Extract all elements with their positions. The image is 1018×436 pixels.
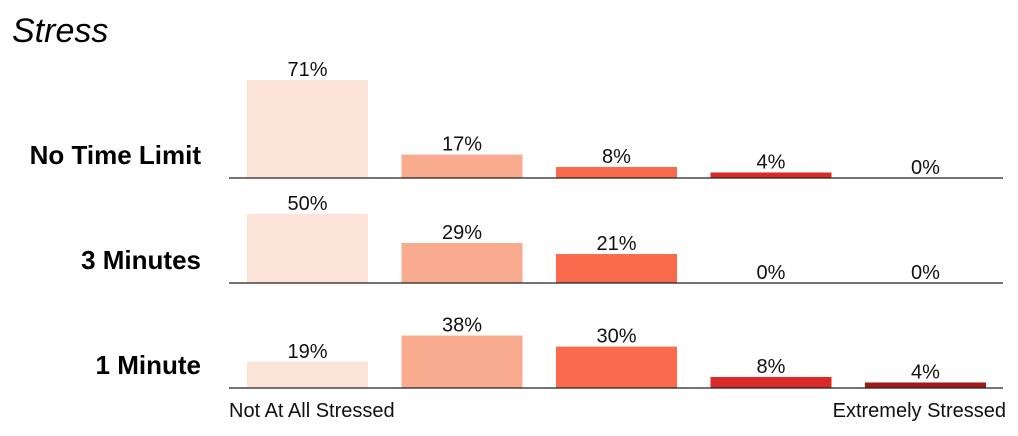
data-label: 19% [287,341,327,363]
data-label: 8% [602,146,631,168]
row-label: No Time Limit [30,140,202,170]
data-label: 0% [911,157,940,179]
bar [556,254,677,283]
data-label: 38% [442,315,482,337]
chart-title: Stress [12,12,108,50]
chart-rows: No Time Limit 71% 17% 8% 4% 0% 3 Minutes 50% 29%… [30,59,1003,389]
bar [710,376,832,388]
data-label: 21% [596,233,636,255]
data-label: 29% [442,222,482,244]
bar [401,335,523,388]
bar [247,214,368,283]
scale-high-label: Extremely Stressed [833,400,1006,422]
data-label: 71% [287,59,327,81]
data-label: 8% [757,356,786,378]
bar [556,346,677,388]
data-label: 17% [442,134,482,156]
data-label: 4% [911,361,940,383]
bar [401,242,523,283]
data-label: 50% [287,193,327,215]
bar [247,80,368,178]
data-label: 0% [911,262,940,284]
row-label: 3 Minutes [81,245,201,275]
bar [865,382,986,388]
scale-low-label: Not At All Stressed [229,400,395,422]
row-label: 1 Minute [96,350,201,380]
data-label: 0% [757,262,786,284]
bar [401,154,523,178]
data-label: 30% [596,326,636,348]
bar [710,172,832,178]
bar [247,361,368,388]
data-label: 4% [757,151,786,173]
bar [556,166,677,178]
